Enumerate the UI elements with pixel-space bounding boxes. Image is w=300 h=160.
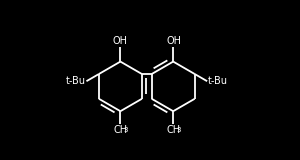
Text: CH: CH	[113, 125, 128, 135]
Text: 3: 3	[124, 127, 128, 133]
Text: 3: 3	[177, 127, 181, 133]
Text: OH: OH	[167, 36, 182, 46]
Text: CH: CH	[166, 125, 180, 135]
Text: OH: OH	[112, 36, 127, 46]
Text: t-Bu: t-Bu	[66, 76, 86, 86]
Text: t-Bu: t-Bu	[208, 76, 228, 86]
